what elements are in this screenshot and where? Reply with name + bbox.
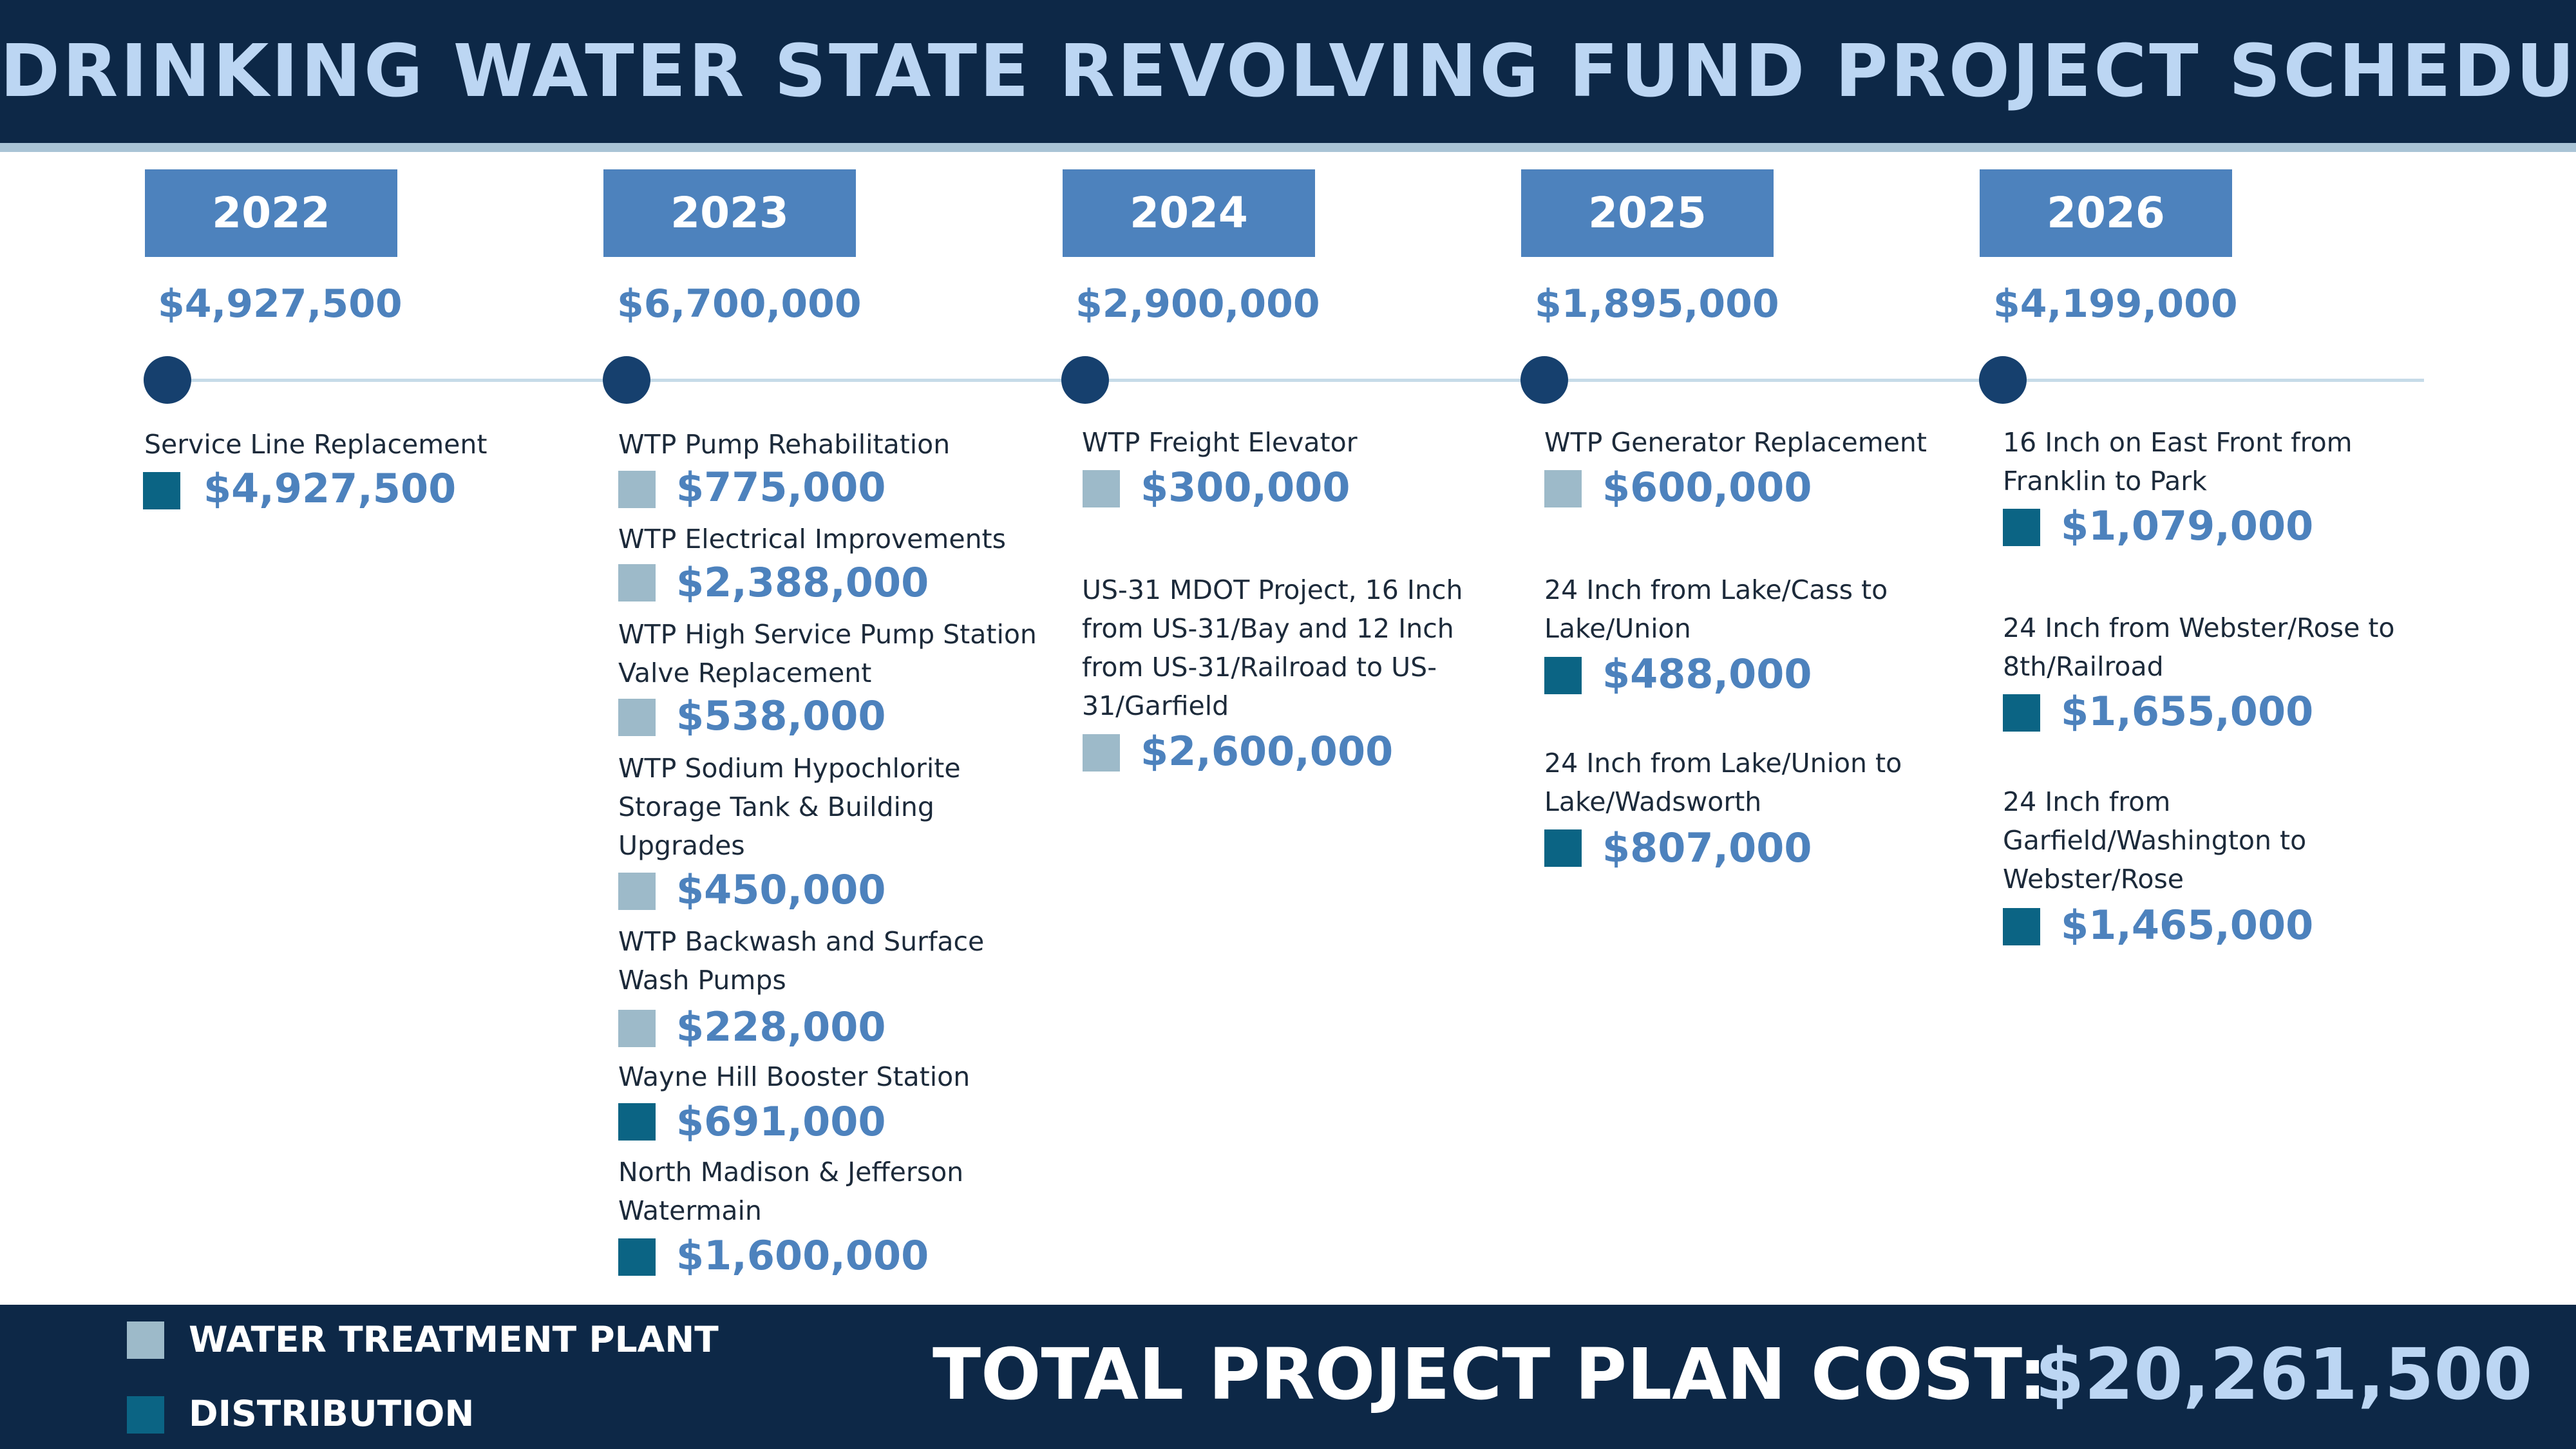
project-label-wtp-freight-elevator: WTP Freight Elevator bbox=[1082, 427, 1358, 458]
footer-bar bbox=[0, 1305, 2576, 1449]
year-tab-2025: 2025 bbox=[1521, 169, 1774, 257]
total-cost-label: TOTAL PROJECT PLAN COST: bbox=[933, 1333, 2047, 1416]
project-cost-us-31-mdot-project: $2,600,000 bbox=[1141, 728, 1394, 775]
project-label-lake-union-to-lake-wadsworth: 24 Inch from Lake/Union to Lake/Wadswort… bbox=[1544, 748, 1902, 817]
project-cost-wtp-sodium-hypochlorite: $450,000 bbox=[676, 866, 886, 913]
water-treatment-plant-swatch bbox=[618, 564, 656, 601]
distribution-swatch bbox=[2003, 509, 2040, 546]
year-total-2022: $4,927,500 bbox=[158, 281, 402, 327]
legend-distribution-swatch bbox=[127, 1396, 164, 1434]
project-cost-wtp-backwash-surface-wash: $228,000 bbox=[676, 1003, 886, 1050]
timeline-marker-2026 bbox=[1979, 356, 2027, 404]
water-treatment-plant-swatch bbox=[1083, 470, 1120, 507]
timeline-marker-2022 bbox=[144, 356, 191, 404]
water-treatment-plant-swatch bbox=[1544, 470, 1582, 507]
project-cost-lake-cass-to-lake-union: $488,000 bbox=[1602, 650, 1812, 697]
legend-water-treatment-plant-label: WATER TREATMENT PLANT bbox=[189, 1319, 719, 1360]
project-cost-wtp-electrical-improvements: $2,388,000 bbox=[676, 559, 929, 606]
distribution-swatch bbox=[1544, 657, 1582, 694]
year-total-2026: $4,199,000 bbox=[1993, 281, 2238, 327]
water-treatment-plant-swatch bbox=[1083, 734, 1120, 772]
project-cost-north-madison-jefferson: $1,600,000 bbox=[676, 1232, 929, 1279]
header-divider bbox=[0, 143, 2576, 152]
water-treatment-plant-swatch bbox=[618, 873, 656, 910]
water-treatment-plant-swatch bbox=[618, 1010, 656, 1047]
project-cost-wtp-pump-rehabilitation: $775,000 bbox=[676, 464, 886, 511]
project-label-wtp-generator-replacement: WTP Generator Replacement bbox=[1544, 427, 1927, 458]
year-total-2023: $6,700,000 bbox=[617, 281, 862, 327]
year-total-2024: $2,900,000 bbox=[1075, 281, 1320, 327]
project-cost-wtp-generator-replacement: $600,000 bbox=[1602, 464, 1812, 511]
distribution-swatch bbox=[2003, 694, 2040, 732]
project-cost-lake-union-to-lake-wadsworth: $807,000 bbox=[1602, 824, 1812, 871]
project-label-wtp-high-service-pump-station: WTP High Service Pump Station Valve Repl… bbox=[618, 619, 1037, 688]
project-label-lake-cass-to-lake-union: 24 Inch from Lake/Cass to Lake/Union bbox=[1544, 574, 1888, 644]
total-cost-value: $20,261,500 bbox=[2035, 1333, 2533, 1416]
project-label-service-line-replacement: Service Line Replacement bbox=[144, 429, 488, 460]
project-cost-service-line-replacement: $4,927,500 bbox=[204, 465, 457, 512]
project-label-north-madison-jefferson: North Madison & Jefferson Watermain bbox=[618, 1157, 964, 1226]
year-tab-2026: 2026 bbox=[1980, 169, 2232, 257]
project-label-wayne-hill-booster-station: Wayne Hill Booster Station bbox=[618, 1061, 971, 1092]
project-cost-wtp-freight-elevator: $300,000 bbox=[1141, 464, 1350, 511]
timeline-marker-2023 bbox=[603, 356, 650, 404]
distribution-swatch bbox=[143, 472, 180, 509]
project-cost-east-front-franklin-to-park: $1,079,000 bbox=[2061, 502, 2314, 549]
project-label-east-front-franklin-to-park: 16 Inch on East Front from Franklin to P… bbox=[2003, 427, 2353, 497]
timeline-marker-2024 bbox=[1061, 356, 1109, 404]
project-label-wtp-electrical-improvements: WTP Electrical Improvements bbox=[618, 524, 1006, 554]
project-label-wtp-backwash-surface-wash: WTP Backwash and Surface Wash Pumps bbox=[618, 926, 985, 996]
project-label-garfield-washington-to-webster-rose: 24 Inch from Garfield/Washington to Webs… bbox=[2003, 786, 2307, 895]
timeline-axis bbox=[169, 379, 2424, 382]
project-label-wtp-sodium-hypochlorite: WTP Sodium Hypochlorite Storage Tank & B… bbox=[618, 753, 961, 861]
legend-water-treatment-plant-swatch bbox=[127, 1321, 164, 1359]
project-label-webster-rose-to-8th-railroad: 24 Inch from Webster/Rose to 8th/Railroa… bbox=[2003, 612, 2395, 682]
title-banner bbox=[0, 0, 2576, 143]
distribution-swatch bbox=[618, 1103, 656, 1141]
project-cost-webster-rose-to-8th-railroad: $1,655,000 bbox=[2061, 688, 2314, 735]
year-total-2025: $1,895,000 bbox=[1535, 281, 1779, 327]
project-cost-garfield-washington-to-webster-rose: $1,465,000 bbox=[2061, 902, 2314, 949]
legend-distribution-label: DISTRIBUTION bbox=[189, 1393, 475, 1434]
project-cost-wtp-high-service-pump-station: $538,000 bbox=[676, 692, 886, 739]
year-tab-2023: 2023 bbox=[603, 169, 856, 257]
year-tab-2022: 2022 bbox=[145, 169, 397, 257]
project-cost-wayne-hill-booster-station: $691,000 bbox=[676, 1098, 886, 1145]
timeline-marker-2025 bbox=[1520, 356, 1568, 404]
project-label-us-31-mdot-project: US-31 MDOT Project, 16 Inch from US-31/B… bbox=[1082, 574, 1463, 721]
year-tab-2024: 2024 bbox=[1063, 169, 1315, 257]
distribution-swatch bbox=[1544, 829, 1582, 867]
distribution-swatch bbox=[618, 1238, 656, 1276]
water-treatment-plant-swatch bbox=[618, 699, 656, 736]
page-title: DRINKING WATER STATE REVOLVING FUND PROJ… bbox=[0, 30, 2576, 113]
project-label-wtp-pump-rehabilitation: WTP Pump Rehabilitation bbox=[618, 429, 951, 460]
water-treatment-plant-swatch bbox=[618, 471, 656, 508]
distribution-swatch bbox=[2003, 908, 2040, 945]
